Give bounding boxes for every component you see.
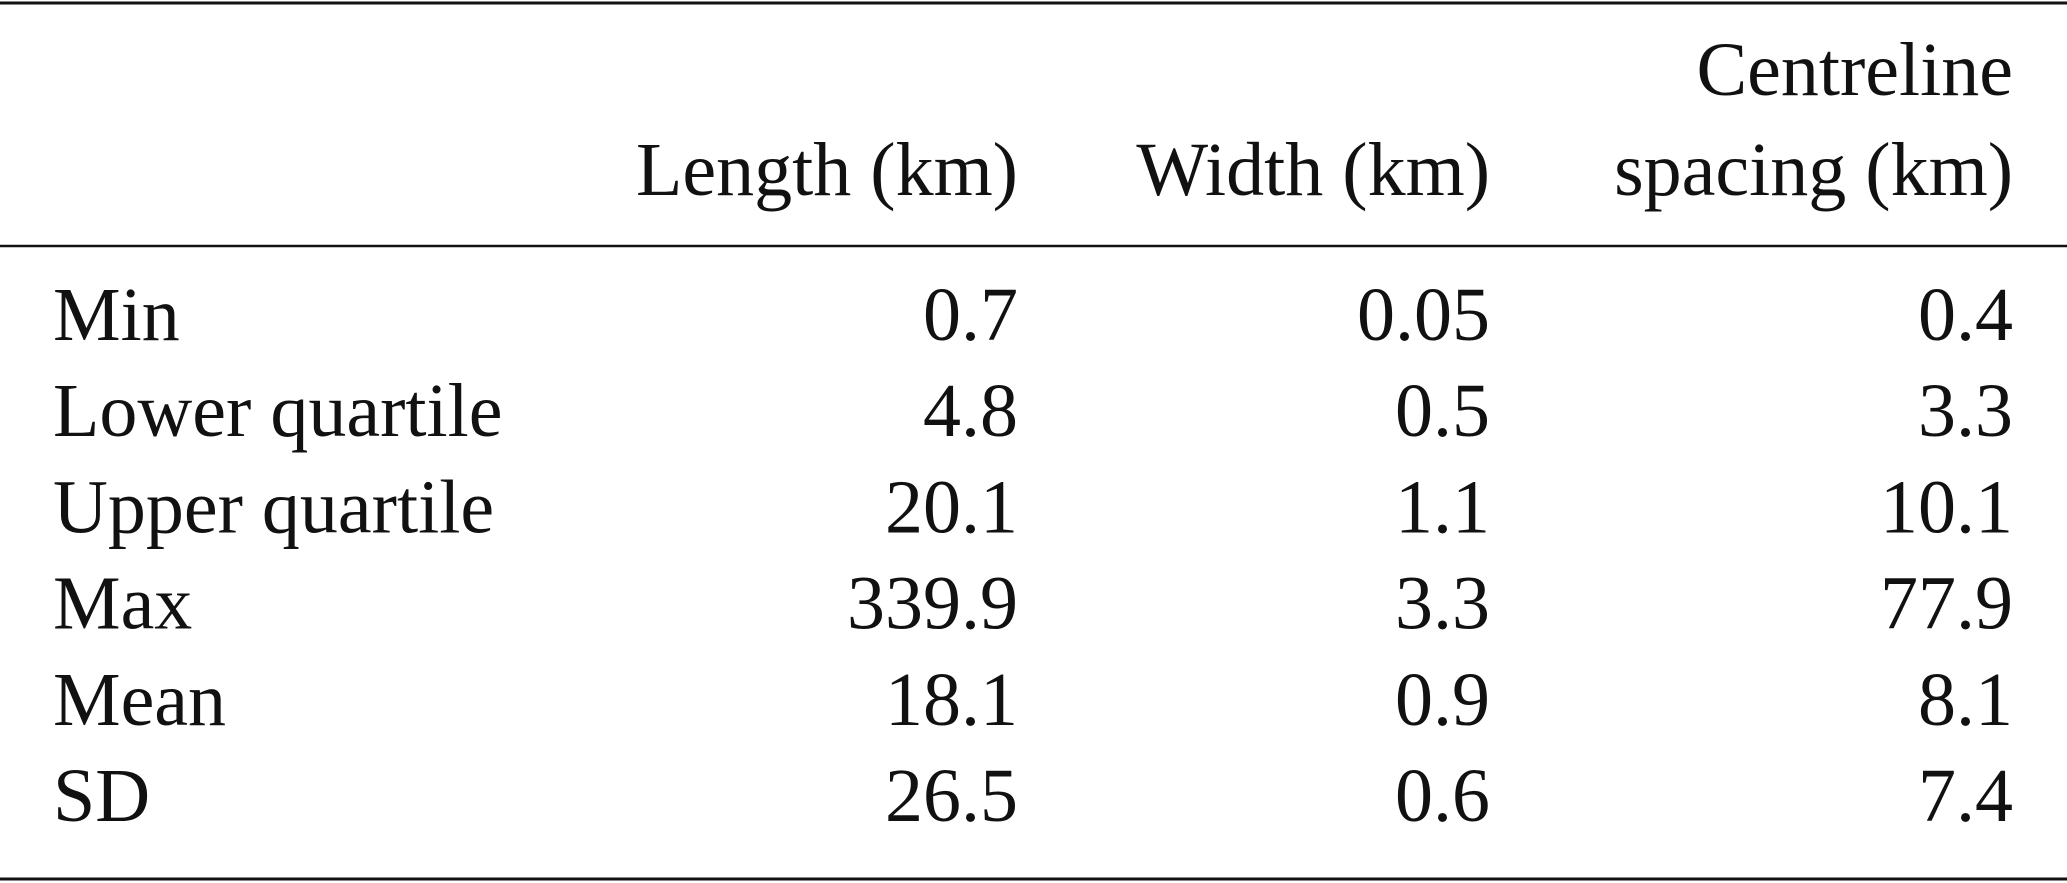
cell-value: 3.3 <box>1918 369 2013 453</box>
cell-value: 4.8 <box>923 369 1018 453</box>
cell-value: 20.1 <box>885 465 1018 549</box>
cell-value: 0.9 <box>1395 658 1490 742</box>
cell-value: 0.5 <box>1395 369 1490 453</box>
column-header: Length (km) <box>636 128 1018 212</box>
cell-value: 7.4 <box>1918 754 2013 838</box>
cell-value: 77.9 <box>1880 562 2013 646</box>
cell-value: 18.1 <box>885 658 1018 742</box>
column-header: Width (km) <box>1136 128 1490 212</box>
column-header: spacing (km) <box>1614 128 2013 212</box>
column-header: Centreline <box>1696 28 2013 112</box>
cell-value: 339.9 <box>847 562 1018 646</box>
cell-value: 3.3 <box>1395 562 1490 646</box>
row-label: Max <box>53 562 192 646</box>
cell-value: 0.4 <box>1918 273 2013 357</box>
cell-value: 0.7 <box>923 273 1018 357</box>
cell-value: 8.1 <box>1918 658 2013 742</box>
cell-value: 26.5 <box>885 754 1018 838</box>
row-label: Min <box>53 273 180 357</box>
cell-value: 1.1 <box>1395 465 1490 549</box>
row-label: Upper quartile <box>53 465 494 549</box>
row-label: SD <box>53 754 150 838</box>
cell-value: 0.05 <box>1357 273 1490 357</box>
row-label: Lower quartile <box>53 369 502 453</box>
cell-value: 0.6 <box>1395 754 1490 838</box>
row-label: Mean <box>53 658 226 742</box>
cell-value: 10.1 <box>1880 465 2013 549</box>
